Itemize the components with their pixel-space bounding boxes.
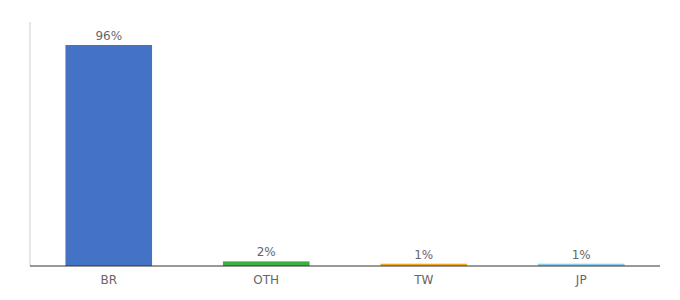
y-axis-line — [30, 22, 31, 266]
x-tick-label: TW — [413, 273, 433, 287]
x-axis-line — [30, 266, 660, 267]
x-tick-label: OTH — [253, 273, 279, 287]
bars — [65, 45, 624, 266]
data-label: 96% — [95, 29, 122, 43]
bar — [65, 45, 152, 266]
data-label: 2% — [257, 245, 276, 259]
data-label: 1% — [414, 248, 433, 262]
chart: 96% 2% 1% 1% BR OTH TW JP — [0, 0, 680, 300]
x-tick-label: BR — [100, 273, 117, 287]
bar — [223, 261, 310, 266]
data-label: 1% — [572, 248, 591, 262]
x-tick-label: JP — [575, 273, 587, 287]
